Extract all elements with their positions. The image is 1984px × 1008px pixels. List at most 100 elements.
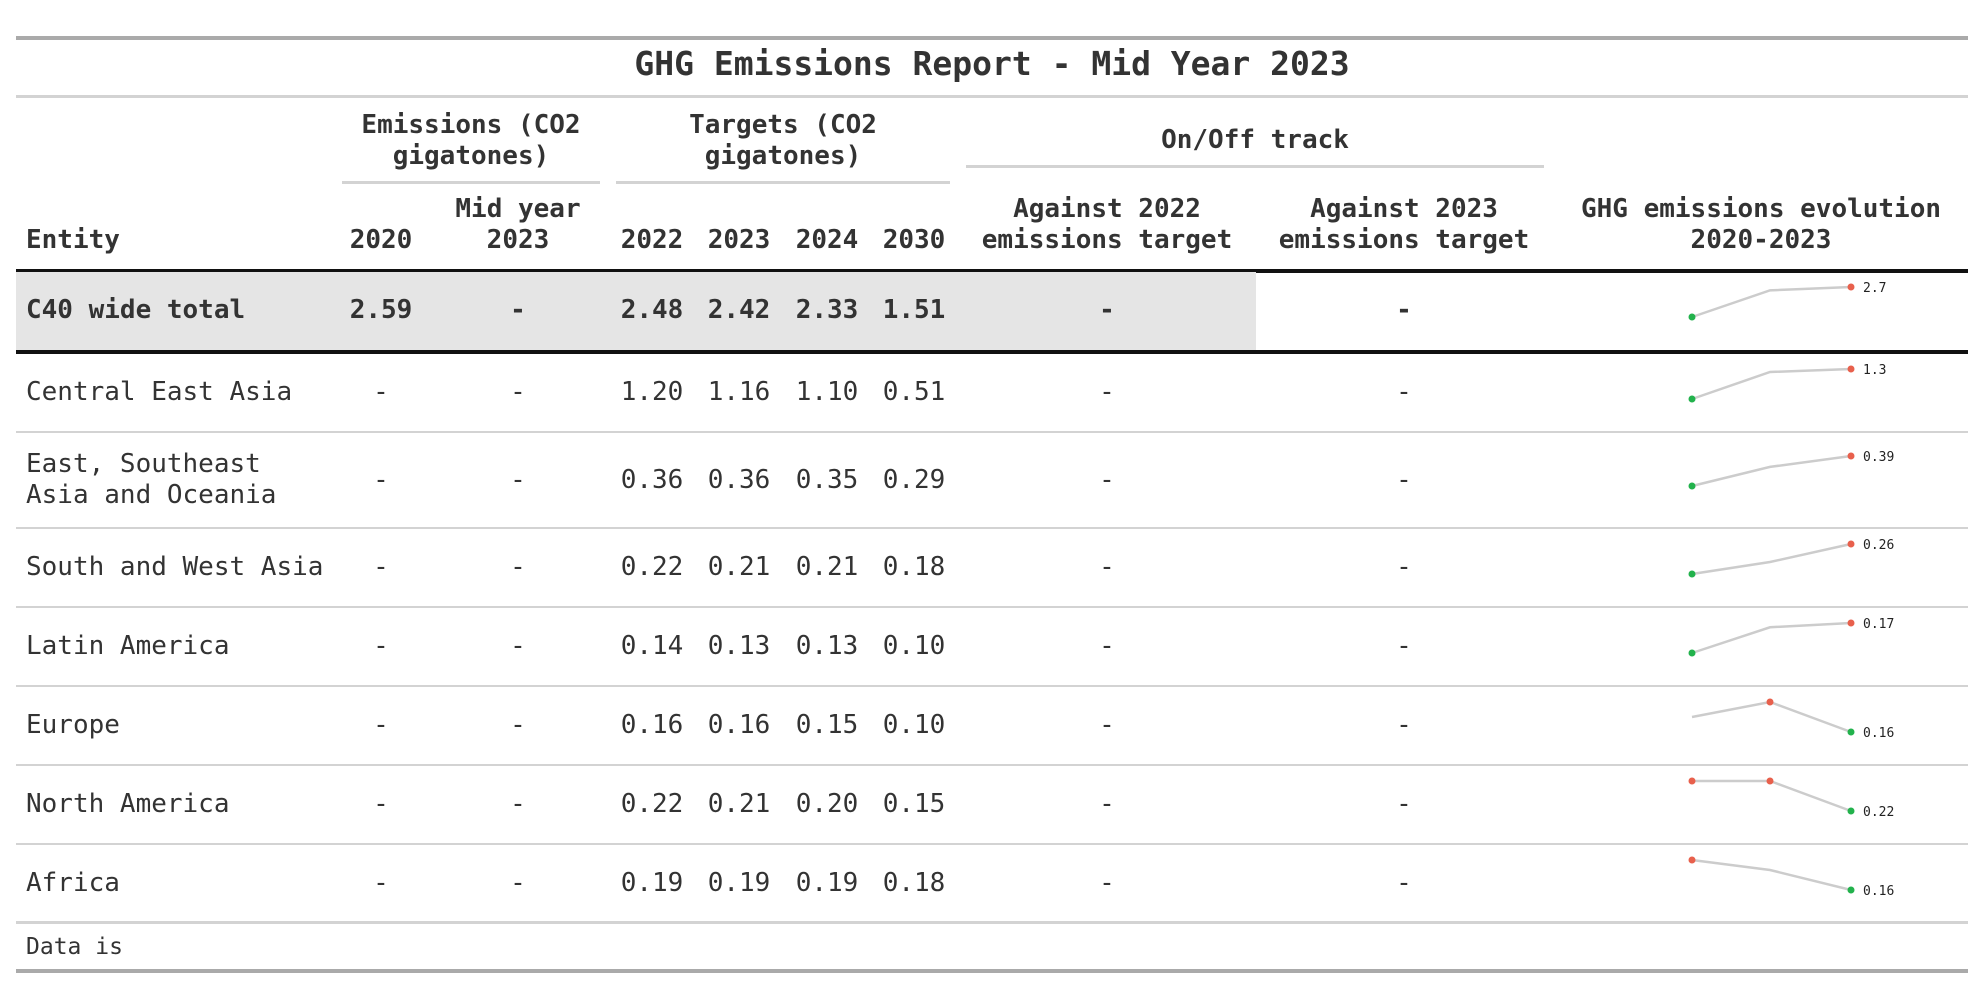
summary-against-2023: - (1396, 295, 1412, 325)
cell-t-2030: 0.29 (882, 464, 946, 495)
spark-end-label: 0.39 (1863, 450, 1894, 465)
cell-e-2020: - (373, 464, 389, 495)
group-emissions-rule (342, 181, 600, 184)
row-separator (16, 685, 1968, 687)
cell-against-2022: - (1099, 789, 1115, 819)
cell-against-2022: - (1099, 464, 1115, 495)
spark-min-point (1688, 395, 1696, 402)
cell-mid-2023: - (510, 631, 526, 661)
summary-emissions-2020: 2.59 (349, 295, 413, 325)
cell-mid-2023: - (510, 710, 526, 740)
spark-max-point (1847, 452, 1855, 460)
spark-end-label: 0.22 (1863, 805, 1894, 820)
cell-against-2022: - (1099, 377, 1115, 407)
cell-t-2023: 1.16 (707, 377, 771, 407)
cell-against-2023: - (1396, 552, 1412, 582)
cell-t-2030: 0.10 (882, 631, 946, 661)
cell-entity: Central East Asia (26, 377, 293, 407)
spark-min-point (1847, 886, 1855, 893)
cell-e-2020: - (373, 789, 389, 819)
title-rule (16, 95, 1968, 98)
cell-against-2023: - (1396, 868, 1412, 898)
cell-t-2030: 0.18 (882, 552, 946, 582)
col-header-target-2023: 2023 (707, 225, 771, 255)
spark-line (1691, 700, 1852, 733)
col-header-against-2022: Against 2022 emissions target (981, 194, 1233, 255)
spark-max-point (1688, 856, 1696, 863)
cell-t-2022: 0.19 (620, 868, 684, 898)
spark-end-label: 2.7 (1863, 281, 1886, 296)
cell-e-2020: - (373, 868, 389, 898)
cell-against-2022: - (1099, 552, 1115, 582)
cell-t-2022: 0.22 (620, 552, 684, 582)
col-header-mid-year-2023: Mid year 2023 (455, 194, 581, 255)
cell-against-2023: - (1396, 710, 1412, 740)
cell-t-2023: 0.21 (707, 552, 771, 582)
cell-against-2023: - (1396, 789, 1412, 819)
spark-min-point (1688, 570, 1696, 577)
cell-t-2024: 0.21 (795, 552, 859, 582)
cell-e-2020: - (373, 377, 389, 407)
spark-line (1691, 858, 1852, 891)
row-separator (16, 431, 1968, 433)
spark-line (1691, 621, 1852, 654)
spark-max-point (1688, 777, 1696, 784)
cell-t-2030: 0.18 (882, 868, 946, 898)
cell-t-2022: 0.16 (620, 710, 684, 740)
spark-max-point (1766, 698, 1774, 705)
col-header-target-2022: 2022 (620, 225, 684, 255)
cell-entity: Latin America (26, 631, 230, 661)
spark-line (1691, 542, 1852, 575)
spark-max-point (1847, 365, 1855, 372)
row-sparkline: 0.16 (1691, 698, 1894, 741)
body-bottom-rule (16, 921, 1968, 924)
cell-entity: South and West Asia (26, 552, 324, 582)
spark-max-point (1766, 777, 1774, 784)
spark-end-label: 0.26 (1863, 538, 1894, 553)
cell-t-2030: 0.10 (882, 710, 946, 740)
table-top-rule (16, 36, 1968, 40)
spark-end-label: 1.3 (1863, 363, 1886, 378)
spark-line (1691, 367, 1852, 400)
summary-target-2023: 2.42 (707, 295, 771, 325)
col-header-2020: 2020 (349, 225, 413, 255)
cell-t-2024: 0.19 (795, 868, 859, 898)
group-on-off-track-header: On/Off track (1161, 125, 1349, 155)
row-sparkline: 0.39 (1688, 450, 1894, 490)
cell-against-2023: - (1396, 631, 1412, 661)
cell-mid-2023: - (510, 377, 526, 407)
cell-entity: East, Southeast Asia and Oceania (26, 449, 277, 510)
spark-min-point (1847, 728, 1855, 735)
summary-row-highlight (16, 272, 1256, 350)
group-targets-header: Targets (CO2 gigatones) (689, 110, 877, 171)
summary-emissions-mid-2023: - (510, 295, 526, 325)
spark-line (1692, 779, 1852, 812)
row-sparkline: 0.16 (1688, 856, 1894, 899)
table-title: GHG Emissions Report - Mid Year 2023 (634, 44, 1350, 83)
spark-max-point (1847, 540, 1855, 547)
cell-t-2023: 0.16 (707, 710, 771, 740)
summary-bottom-rule (16, 350, 1968, 354)
col-header-entity: Entity (26, 225, 120, 255)
row-separator (16, 843, 1968, 845)
cell-entity: Europe (26, 710, 120, 740)
cell-mid-2023: - (510, 552, 526, 582)
cell-t-2023: 0.13 (707, 631, 771, 661)
cell-against-2022: - (1099, 868, 1115, 898)
summary-against-2022: - (1099, 295, 1115, 325)
summary-target-2024: 2.33 (795, 295, 859, 325)
spark-min-point (1688, 649, 1696, 656)
col-header-target-2030: 2030 (882, 225, 946, 255)
cell-t-2022: 0.22 (620, 789, 684, 819)
cell-t-2022: 1.20 (620, 377, 684, 407)
row-separator (16, 764, 1968, 766)
row-sparkline: 0.26 (1688, 538, 1894, 577)
row-sparkline: 1.3 (1688, 363, 1886, 402)
col-header-against-2023: Against 2023 emissions target (1278, 194, 1530, 255)
spark-end-label: 0.17 (1863, 617, 1894, 632)
col-header-evolution: GHG emissions evolution 2020-2023 (1580, 194, 1942, 255)
col-header-target-2024: 2024 (795, 225, 859, 255)
cell-mid-2023: - (510, 868, 526, 898)
cell-t-2023: 0.36 (707, 464, 771, 495)
